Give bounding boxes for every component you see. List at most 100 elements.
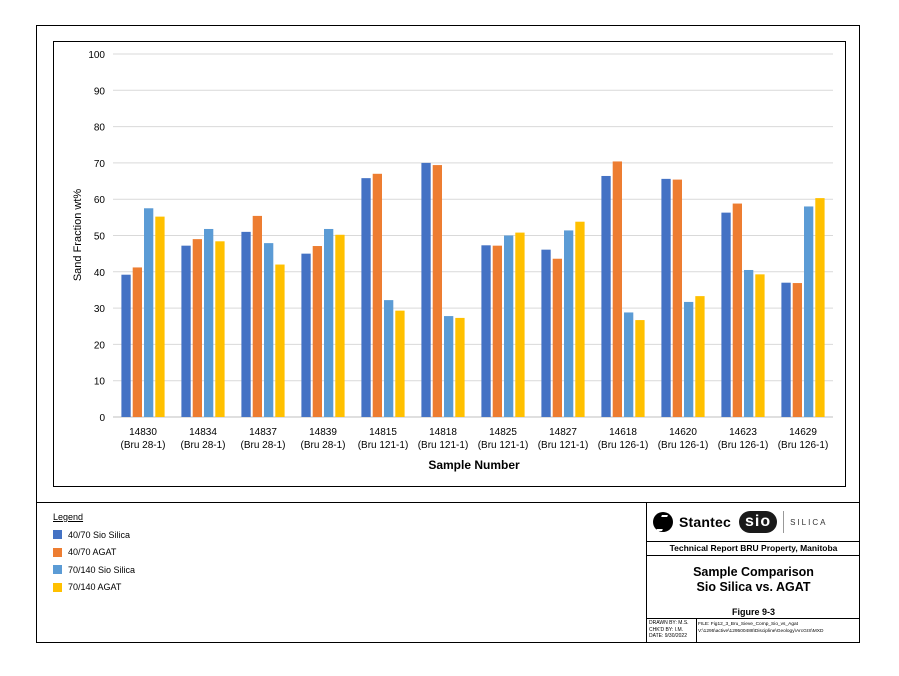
x-tick-label: 14834	[189, 427, 217, 438]
title-block-rule	[647, 555, 860, 556]
x-tick-label: (Bru 28-1)	[240, 440, 285, 451]
y-tick-label: 10	[94, 377, 106, 388]
bar	[601, 175, 611, 417]
y-tick-label: 30	[94, 304, 106, 315]
y-tick-label: 60	[94, 195, 106, 206]
bar	[744, 269, 754, 417]
sio-logo: sio	[738, 511, 778, 533]
x-tick-label: 14620	[669, 427, 697, 438]
title-block-rule	[647, 618, 860, 619]
bar	[624, 312, 634, 417]
legend-item-agat-4070: 40/70 AGAT	[53, 544, 135, 562]
x-tick-label: (Bru 28-1)	[300, 440, 345, 451]
bar	[515, 232, 525, 417]
divider-vertical	[646, 502, 647, 643]
x-tick-label: 14827	[549, 427, 577, 438]
legend-item-sio-4070: 40/70 Sio Silica	[53, 526, 135, 544]
x-tick-label: 14815	[369, 427, 397, 438]
x-tick-label: (Bru 28-1)	[180, 440, 225, 451]
y-tick-labels: 0 10 20 30 40 50 60 70 80 90 100	[88, 50, 105, 424]
x-tick-label: (Bru 126-1)	[718, 440, 769, 451]
bar	[335, 234, 345, 417]
bar	[732, 203, 742, 417]
bar	[301, 253, 311, 417]
legend-item-sio-70140: 70/140 Sio Silica	[53, 561, 135, 579]
bar	[275, 264, 285, 417]
bar	[144, 208, 154, 417]
logo-row: Stantec sio SILICA	[647, 503, 860, 541]
bar	[132, 267, 142, 417]
file-path: V:\1295\active\129500488\Discipline\Geol…	[698, 629, 824, 634]
bar	[661, 178, 671, 417]
legend-item-agat-70140: 70/140 AGAT	[53, 579, 135, 597]
file-name: FILE: Fig12_3_Bru_Sieve_Comp_Sio_vs_Agat	[698, 622, 798, 627]
legend-label: 70/140 Sio Silica	[68, 564, 136, 575]
bar	[121, 274, 131, 417]
y-tick-label: 90	[94, 86, 106, 97]
x-tick-label: 14830	[129, 427, 157, 438]
chart-box	[53, 41, 846, 487]
silica-logo-text: SILICA	[790, 517, 828, 527]
bar	[481, 245, 491, 417]
legend-label: 40/70 Sio Silica	[68, 529, 131, 540]
x-tick-label: (Bru 121-1)	[358, 440, 409, 451]
x-tick-label: 14629	[789, 427, 817, 438]
x-tick-label: (Bru 121-1)	[418, 440, 469, 451]
x-tick-label: (Bru 126-1)	[598, 440, 649, 451]
bar	[324, 228, 334, 417]
x-tick-label: (Bru 121-1)	[478, 440, 529, 451]
bar	[395, 310, 405, 417]
bar	[492, 245, 502, 417]
bar	[721, 212, 731, 417]
figure-frame	[36, 25, 860, 643]
bar	[432, 165, 442, 417]
bar	[792, 283, 802, 417]
x-tick-label: (Bru 126-1)	[658, 440, 709, 451]
bar	[155, 216, 165, 417]
drawing-date: DATE: 9/30/2022	[649, 633, 687, 639]
legend-label: 70/140 AGAT	[68, 582, 122, 593]
bar	[252, 215, 262, 417]
bar	[455, 317, 465, 417]
stantec-logo-icon	[653, 512, 673, 532]
bar	[384, 300, 394, 417]
x-tick-label: (Bru 126-1)	[778, 440, 829, 451]
x-tick-label: (Bru 121-1)	[538, 440, 589, 451]
bar	[672, 179, 682, 417]
x-tick-label: 14837	[249, 427, 277, 438]
y-tick-label: 50	[94, 232, 106, 243]
x-tick-label: 14818	[429, 427, 457, 438]
divider-horizontal	[36, 502, 860, 503]
bar	[575, 221, 585, 417]
bar	[192, 239, 202, 417]
gridlines	[113, 53, 833, 418]
legend-swatch	[53, 582, 62, 592]
y-tick-label: 20	[94, 340, 106, 351]
figure-title-line1: Sample Comparison	[693, 565, 814, 579]
bar	[204, 228, 214, 417]
y-tick-label: 40	[94, 268, 106, 279]
y-tick-label: 0	[99, 413, 105, 424]
legend: Legend 40/70 Sio Silica 40/70 AGAT 70/14…	[53, 512, 135, 596]
bar	[361, 178, 371, 417]
bars	[121, 161, 825, 417]
bar	[695, 296, 705, 417]
x-tick-label: (Bru 28-1)	[120, 440, 165, 451]
title-block-rule	[647, 541, 860, 542]
bar	[215, 241, 225, 417]
bar	[564, 230, 574, 417]
bar	[635, 320, 645, 417]
bar	[444, 316, 454, 417]
legend-swatch	[53, 530, 62, 540]
file-meta: FILE: Fig12_3_Bru_Sieve_Comp_Sio_vs_Agat…	[698, 621, 823, 635]
x-tick-labels: 14830 (Bru 28-1) 14834 (Bru 28-1) 14837 (Bru …	[120, 427, 828, 451]
stantec-logo-text: Stantec	[679, 514, 731, 530]
bar	[421, 162, 431, 417]
legend-title: Legend	[53, 512, 84, 522]
bar	[181, 245, 191, 417]
legend-swatch	[53, 565, 62, 575]
y-tick-label: 100	[88, 50, 105, 61]
x-tick-label: 14839	[309, 427, 337, 438]
x-axis-label: Sample Number	[428, 458, 520, 472]
drawn-by: DRAWN BY: M.S.	[649, 620, 689, 626]
